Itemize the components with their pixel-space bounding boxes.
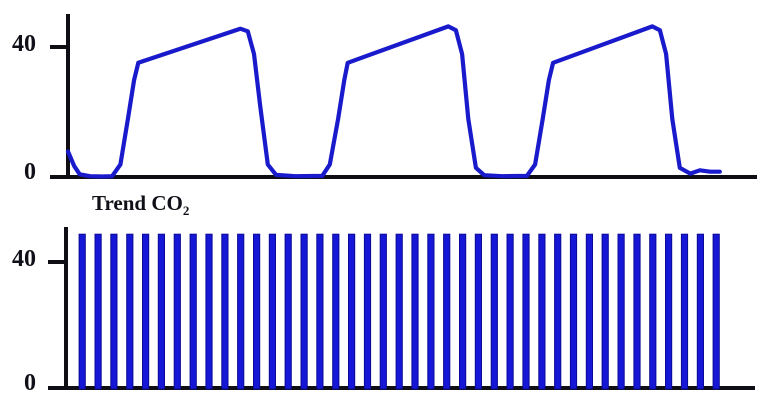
- trend-y-label-40: 40: [12, 246, 36, 272]
- trend-bar: [221, 233, 229, 390]
- trend-bar: [633, 233, 641, 390]
- trend-bar: [490, 233, 498, 390]
- waveform-y-label-0: 0: [24, 159, 36, 185]
- trend-bars: [78, 233, 720, 390]
- trend-bar: [427, 233, 435, 390]
- trend-bar: [474, 233, 482, 390]
- trend-bar: [522, 233, 530, 390]
- trend-bar: [411, 233, 419, 390]
- trend-co2-title-subscript: 2: [182, 203, 190, 219]
- trend-bar: [554, 233, 562, 390]
- trend-bar: [712, 233, 720, 390]
- trend-bar: [205, 233, 213, 390]
- trend-bar: [110, 233, 118, 390]
- waveform-y-label-40: 40: [12, 31, 36, 57]
- trend-bar: [506, 233, 514, 390]
- trend-bar: [601, 233, 609, 390]
- trend-bar: [665, 233, 673, 390]
- trend-bar: [268, 233, 276, 390]
- trend-bar: [284, 233, 292, 390]
- trend-bar: [696, 233, 704, 390]
- trend-bar: [459, 233, 467, 390]
- trend-bar: [237, 233, 245, 390]
- trend-bar: [538, 233, 546, 390]
- trend-bar: [348, 233, 356, 390]
- trend-bar: [649, 233, 657, 390]
- co2-waveform-line: [65, 24, 722, 179]
- trend-bar: [253, 233, 261, 390]
- trend-bar: [78, 233, 86, 390]
- trend-bar: [94, 233, 102, 390]
- trend-bar: [617, 233, 625, 390]
- trend-bar: [126, 233, 134, 390]
- trend-bar: [585, 233, 593, 390]
- trend-bar: [680, 233, 689, 390]
- trend-co2-title-text: Trend CO: [92, 191, 183, 215]
- trend-bar: [300, 233, 308, 390]
- trend-bar: [173, 233, 181, 390]
- trend-y-label-0: 0: [24, 370, 36, 396]
- trend-bar: [316, 233, 324, 390]
- co2-trace: [65, 24, 722, 179]
- trend-bar: [157, 233, 166, 390]
- trend-bar: [395, 233, 403, 390]
- trend-bar: [569, 233, 578, 390]
- trend-bar: [379, 233, 387, 390]
- trend-bar: [189, 233, 197, 390]
- trend-co2-title: Trend CO2: [92, 191, 189, 218]
- trend-bar: [332, 233, 340, 390]
- trend-bar: [142, 233, 150, 390]
- trend-bar: [443, 233, 451, 390]
- trend-bar: [363, 233, 372, 390]
